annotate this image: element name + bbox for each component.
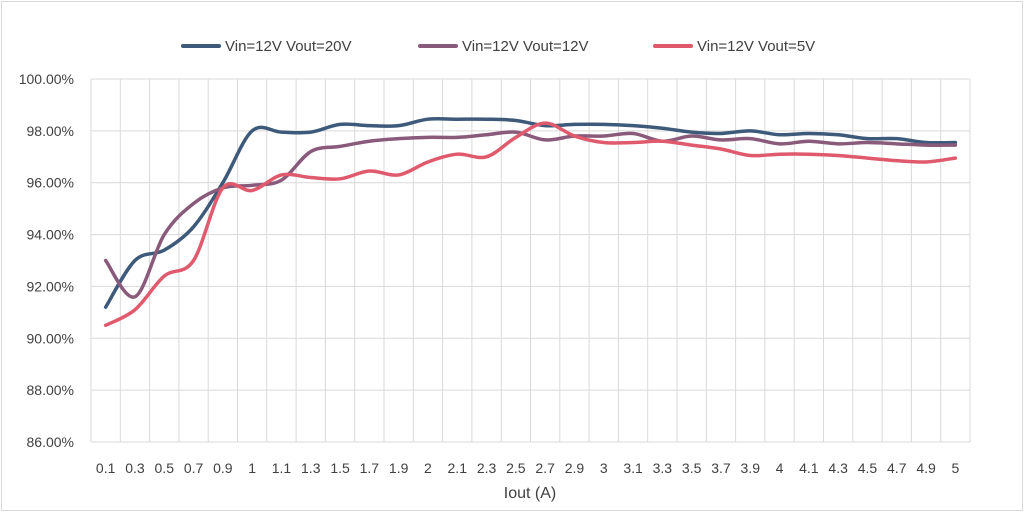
y-tick-label: 96.00% [27,175,74,191]
x-tick-label: 1.3 [301,460,321,476]
x-tick-label: 2 [424,460,432,476]
x-tick-label: 4 [776,460,784,476]
x-tick-label: 0.5 [155,460,175,476]
x-tick-label: 4.7 [887,460,907,476]
y-tick-label: 98.00% [27,123,74,139]
x-tick-label: 2.7 [535,460,555,476]
x-tick-label: 1.1 [272,460,292,476]
y-tick-label: 100.00% [19,71,74,87]
x-tick-label: 0.7 [184,460,204,476]
x-axis-ticks: 0.1 0.3 0.5 0.7 0.9 1 1.1 1.3 1.5 1.7 1.9 2 2.1 2.3 2.… [96,460,960,476]
x-tick-label: 4.9 [916,460,936,476]
y-tick-label: 88.00% [27,382,74,398]
y-tick-label: 86.00% [27,434,74,450]
x-tick-label: 3 [600,460,608,476]
legend-label: Vin=12V Vout=12V [462,38,589,55]
x-tick-label: 3.9 [741,460,761,476]
legend-label: Vin=12V Vout=20V [225,38,352,55]
x-tick-label: 2.9 [565,460,585,476]
series-line-1 [103,116,958,309]
x-tick-label: 5 [951,460,959,476]
x-tick-label: 3.5 [682,460,702,476]
x-tick-label: 3.7 [711,460,731,476]
x-axis-title: Iout (A) [504,485,556,502]
series-line-2 [103,130,958,299]
x-tick-label: 3.3 [653,460,673,476]
x-tick-label: 0.1 [96,460,116,476]
x-tick-label: 4.5 [858,460,878,476]
x-tick-label: 0.3 [125,460,145,476]
x-tick-label: 0.9 [213,460,233,476]
grid [90,78,971,443]
x-tick-label: 2.1 [448,460,468,476]
x-tick-label: 1.9 [389,460,409,476]
legend: Vin=12V Vout=20V Vin=12V Vout=12V Vin=12V … [181,38,815,55]
x-tick-label: 4.1 [799,460,819,476]
y-tick-label: 92.00% [27,278,74,294]
y-tick-label: 94.00% [27,227,74,243]
series-lines [103,116,958,328]
series-line-3 [103,121,958,328]
x-tick-label: 1 [248,460,256,476]
x-tick-label: 1.5 [330,460,350,476]
y-tick-label: 90.00% [27,330,74,346]
legend-label: Vin=12V Vout=5V [697,38,815,55]
y-axis-ticks: 86.00% 88.00% 90.00% 92.00% 94.00% 96.00% 98.0… [19,71,74,450]
x-tick-label: 3.1 [623,460,643,476]
x-tick-label: 1.7 [360,460,380,476]
x-tick-label: 2.3 [477,460,497,476]
x-tick-label: 2.5 [506,460,526,476]
x-tick-label: 4.3 [828,460,848,476]
